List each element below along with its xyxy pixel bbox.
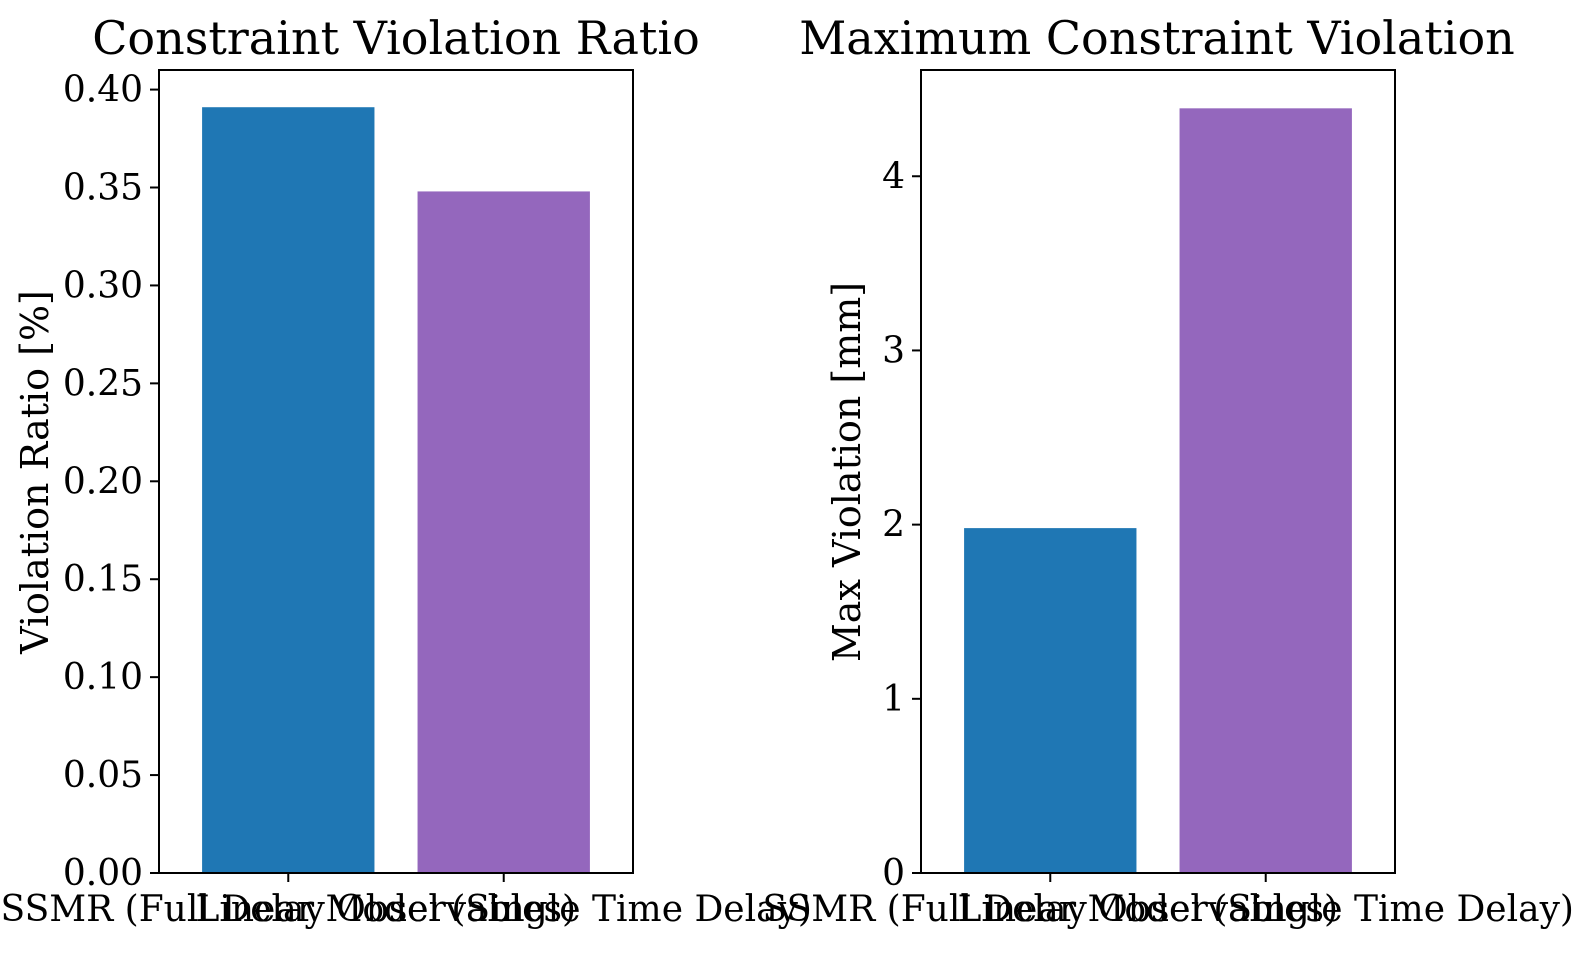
bar xyxy=(964,528,1137,873)
y-tick-label: 0.20 xyxy=(63,461,143,502)
plot-frame xyxy=(158,69,634,874)
y-tick-label: 0.15 xyxy=(63,559,143,600)
x-tick-label: SSMR (Full Delay Observables) xyxy=(763,889,1338,930)
y-tick-label: 0 xyxy=(882,853,905,894)
bar xyxy=(202,107,375,873)
y-tick-label: 2 xyxy=(882,505,905,546)
x-tick-label: SSMR (Full Delay Observables) xyxy=(1,889,576,930)
y-ticks: 0 1 2 3 4 xyxy=(882,156,921,894)
bar xyxy=(1179,108,1352,873)
bar xyxy=(417,191,590,874)
y-tick-label: 1 xyxy=(882,679,905,720)
x-ticks: SSMR (Full Delay Observables)Linear Mode… xyxy=(1,873,812,930)
y-tick-label: 0.00 xyxy=(63,853,143,894)
chart-title: Maximum Constraint Violation xyxy=(799,11,1515,65)
chart-title: Constraint Violation Ratio xyxy=(92,11,700,65)
y-tick-label: 0.35 xyxy=(63,168,143,209)
x-tick-label: Linear Model (Single Time Delay) xyxy=(957,889,1574,930)
y-tick-label: 4 xyxy=(882,156,905,197)
x-tick-label: Linear Model (Single Time Delay) xyxy=(195,889,812,930)
y-tick-label: 0.25 xyxy=(63,363,143,404)
y-tick-label: 0.05 xyxy=(63,755,143,796)
x-ticks: SSMR (Full Delay Observables)Linear Mode… xyxy=(763,873,1574,930)
bars xyxy=(202,107,590,874)
plot-frame xyxy=(920,69,1396,874)
y-tick-label: 0.30 xyxy=(63,265,143,306)
bars xyxy=(964,108,1352,873)
y-tick-label: 0.10 xyxy=(63,657,143,698)
y-ticks: 0.00 0.05 0.10 0.15 0.20 0.25 0.30 0.35 0.40 xyxy=(63,70,159,894)
chart-max-violation: Maximum Constraint Violation Max Violati… xyxy=(763,11,1574,930)
y-tick-label: 0.40 xyxy=(63,70,143,111)
y-axis-label: Max Violation [mm] xyxy=(825,282,869,662)
y-tick-label: 3 xyxy=(882,330,905,371)
y-axis-label: Violation Ratio [%] xyxy=(13,290,57,655)
chart-violation-ratio: Constraint Violation Ratio Violation Rat… xyxy=(1,11,812,930)
